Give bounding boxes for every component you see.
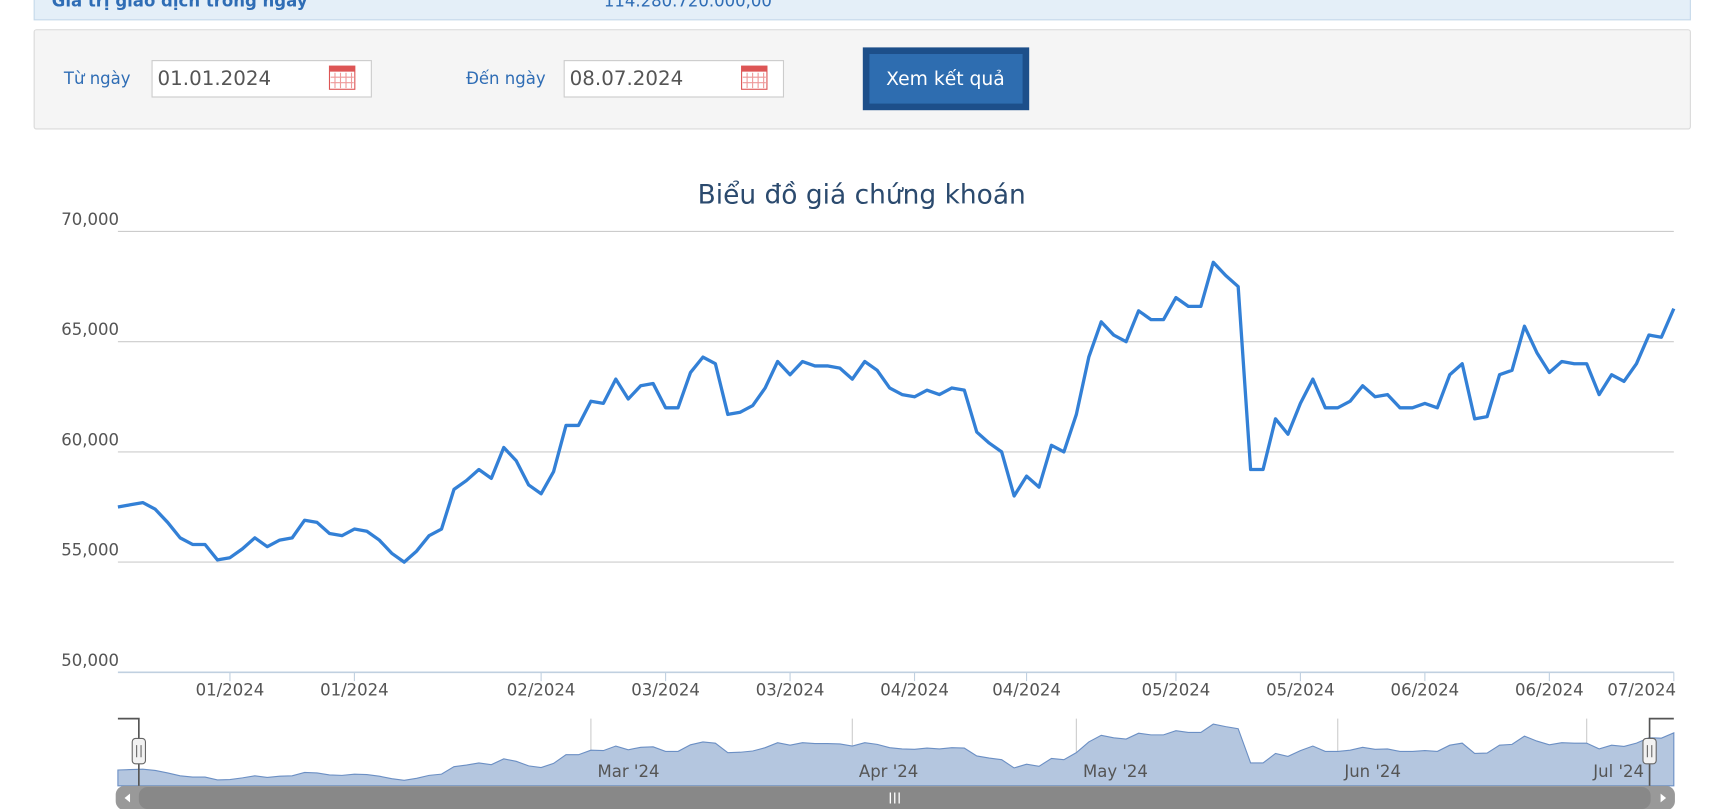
handle-grip — [136, 745, 142, 758]
scrollbar-grip — [889, 792, 900, 804]
y-tick-label: 65,000 — [61, 320, 119, 339]
handle-grip — [1646, 745, 1653, 758]
navigator-label: Jun '24 — [1343, 762, 1401, 781]
x-tick-label: 04/2024 — [880, 681, 949, 700]
x-tick-label: 03/2024 — [631, 681, 700, 700]
y-tick-label: 50,000 — [61, 651, 119, 670]
navigator-label: Mar '24 — [598, 762, 660, 781]
calendar-icon[interactable] — [741, 65, 768, 90]
x-tick-label: 01/2024 — [320, 681, 389, 700]
x-tick-label: 06/2024 — [1515, 681, 1584, 700]
scroll-left-arrow[interactable] — [124, 793, 131, 803]
y-tick-label: 55,000 — [61, 541, 119, 560]
x-tick-label: 05/2024 — [1266, 681, 1335, 700]
navigator-handle[interactable] — [131, 737, 147, 765]
chart-title: Biểu đồ giá chứng khoán — [698, 180, 1026, 211]
navigator-label: Apr '24 — [859, 762, 918, 781]
navigator-area — [117, 723, 1675, 787]
x-tick-label: 05/2024 — [1142, 681, 1211, 700]
info-label: Giá trị giao dịch trong ngày — [52, 0, 308, 11]
navigator-handle[interactable] — [1642, 737, 1657, 765]
from-label: Từ ngày — [63, 69, 131, 88]
y-tick-label: 70,000 — [61, 210, 119, 229]
info-value: 114.280.720.000,00 — [604, 0, 772, 11]
x-tick-label: 02/2024 — [507, 681, 576, 700]
x-tick-label: 03/2024 — [756, 681, 825, 700]
x-tick-label: 01/2024 — [196, 681, 265, 700]
x-tick-label: 04/2024 — [992, 681, 1061, 700]
price-line — [117, 260, 1676, 564]
calendar-icon[interactable] — [328, 65, 356, 90]
x-tick-label: 07/2024 — [1607, 681, 1676, 700]
to-label: Đến ngày — [466, 69, 546, 88]
x-tick-label: 06/2024 — [1391, 681, 1460, 700]
scroll-right-arrow[interactable] — [1660, 793, 1667, 803]
navigator-label: Jul '24 — [1592, 762, 1644, 781]
info-bar — [33, 0, 1691, 21]
navigator-label: May '24 — [1083, 762, 1148, 781]
y-tick-label: 60,000 — [61, 430, 119, 449]
from-value[interactable]: 01.01.2024 — [158, 67, 272, 90]
filter-panel — [33, 29, 1691, 130]
submit-label[interactable]: Xem kết quả — [886, 68, 1005, 90]
submit-button-inner[interactable] — [869, 54, 1023, 104]
to-value[interactable]: 08.07.2024 — [570, 67, 684, 90]
